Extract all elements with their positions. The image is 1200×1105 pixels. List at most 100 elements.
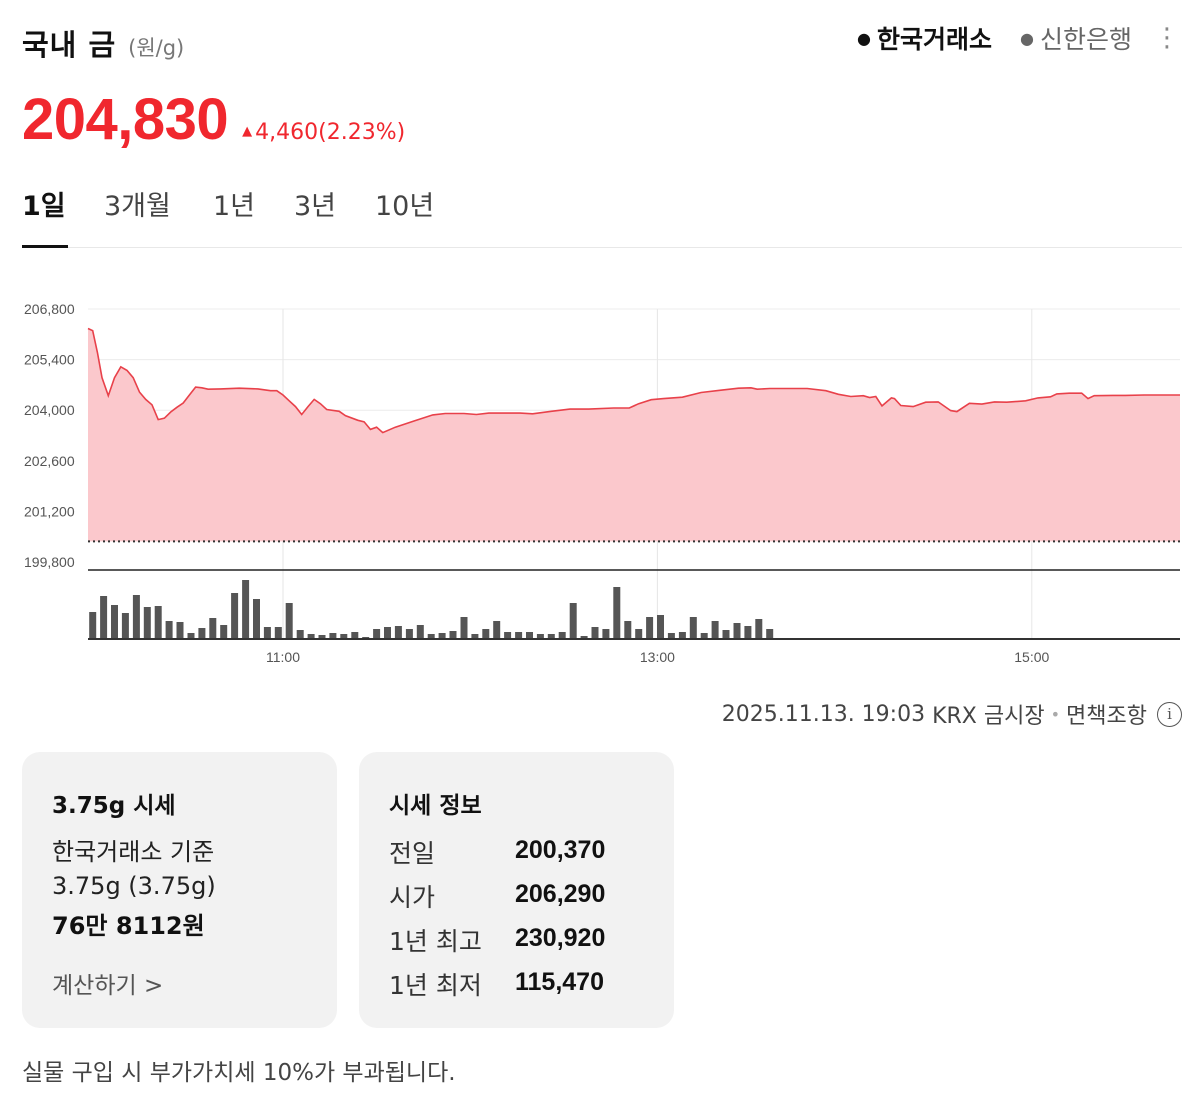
volume-bar <box>242 580 250 639</box>
volume-bar <box>689 617 697 639</box>
price-line <box>87 327 1180 434</box>
x-tick-label: 13:00 <box>640 649 675 665</box>
update-datetime: 2025.11.13. 19:03 <box>721 701 926 727</box>
bullet-icon: ● <box>1020 28 1034 48</box>
volume-bar <box>602 629 610 639</box>
volume-bar <box>624 621 632 639</box>
prev-close-label: 전일 <box>389 839 436 868</box>
info-icon[interactable]: i <box>1157 701 1182 727</box>
y-tick-label: 199,800 <box>24 554 75 570</box>
tab-3years[interactable]: 3년 <box>294 191 337 222</box>
y-axis-ticks: 206,800 205,400 204,000 202,600 201,200 199,8… <box>24 301 75 570</box>
volume-bar <box>274 627 282 639</box>
volume-bar <box>405 629 413 639</box>
calculate-link[interactable]: 계산하기 > <box>52 973 164 999</box>
weight-text: 3.75g (3.75g) <box>52 872 216 900</box>
unit-label: (원/g) <box>128 36 185 60</box>
separator-dot-icon: • <box>1050 704 1061 724</box>
volume-bar <box>766 629 774 639</box>
volume-bar <box>318 635 326 639</box>
volume-bar <box>667 633 675 639</box>
vat-notice: 실물 구입 시 부가가치세 10%가 부과됩니다. <box>22 1060 456 1086</box>
volume-bar <box>384 627 391 639</box>
volume-bar <box>416 625 424 639</box>
year-high-value: 230,920 <box>515 924 606 952</box>
volume-bar <box>187 633 195 639</box>
volume-bar <box>460 617 468 639</box>
price-chart[interactable]: 206,800 205,400 204,000 202,600 201,200 199,8… <box>0 290 1200 680</box>
volume-bar <box>744 626 752 639</box>
volume-bar <box>569 603 577 639</box>
card-title: 3.75g 시세 <box>52 793 176 819</box>
price-area-fill <box>88 328 1180 542</box>
volume-bar <box>646 617 654 639</box>
volume-bar <box>143 607 151 639</box>
year-low-label: 1년 최저 <box>389 971 482 1000</box>
source-krx[interactable]: ● 한국거래소 <box>857 20 992 56</box>
bullet-icon: ● <box>857 28 871 48</box>
year-low-value: 115,470 <box>515 968 604 996</box>
price-row: 204,830 ▲ 4,460(2.23%) <box>22 86 405 153</box>
header: 국내 금 (원/g) <box>22 22 184 64</box>
volume-bar <box>154 606 162 639</box>
volume-bar <box>121 613 129 639</box>
volume-bar <box>329 633 337 639</box>
volume-bar <box>427 634 435 639</box>
disclaimer-link[interactable]: 면책조항 <box>1066 704 1147 729</box>
price-area <box>87 327 1180 571</box>
volume-bar <box>111 605 118 639</box>
volume-bar <box>449 631 457 639</box>
volume-bar <box>220 625 228 639</box>
card-title: 시세 정보 <box>389 793 482 819</box>
volume-bars <box>88 580 1180 640</box>
volume-bar <box>733 623 741 639</box>
y-tick-label: 205,400 <box>24 352 75 368</box>
volume-bar <box>253 599 260 639</box>
prev-close-value: 200,370 <box>515 836 606 864</box>
active-tab-indicator <box>22 245 68 248</box>
basis-text: 한국거래소 기준 <box>52 838 215 866</box>
price-info-card: 시세 정보 전일 200,370 시가 206,290 1년 최고 230,92… <box>359 752 674 1028</box>
page-title: 국내 금 <box>22 28 117 62</box>
volume-bar <box>263 627 271 639</box>
volume-bar <box>100 596 108 639</box>
y-tick-label: 206,800 <box>24 301 75 317</box>
period-tabs: 1일 3개월 1년 3년 10년 <box>22 184 1182 248</box>
x-tick-label: 11:00 <box>266 649 300 665</box>
volume-bar <box>613 587 621 639</box>
y-tick-label: 202,600 <box>24 453 75 469</box>
source-label: 신한은행 <box>1039 25 1132 54</box>
price-change: ▲ 4,460(2.23%) <box>242 120 405 145</box>
change-amount: 4,460 <box>255 120 319 145</box>
volume-bar <box>198 628 206 639</box>
volume-bar <box>132 595 140 639</box>
volume-bar <box>231 593 239 639</box>
volume-bar <box>351 632 359 639</box>
open-value: 206,290 <box>515 880 606 908</box>
up-triangle-icon: ▲ <box>242 124 253 139</box>
tab-10years[interactable]: 10년 <box>375 191 435 222</box>
volume-bar <box>722 630 730 639</box>
volume-bar <box>515 632 523 639</box>
volume-bar <box>678 632 686 639</box>
volume-bar <box>526 632 533 639</box>
volume-bar <box>493 621 501 639</box>
volume-bar <box>176 622 184 639</box>
tab-1year[interactable]: 1년 <box>213 191 256 222</box>
volume-bar <box>755 619 763 639</box>
tab-3months[interactable]: 3개월 <box>104 191 171 222</box>
volume-bar <box>394 626 402 639</box>
data-source: KRX 금시장 <box>932 704 1045 729</box>
source-shinhan[interactable]: ● 신한은행 <box>1020 20 1132 56</box>
volume-bar <box>547 634 555 639</box>
volume-bar <box>591 627 599 639</box>
volume-bar <box>438 633 446 639</box>
open-label: 시가 <box>389 883 436 912</box>
tab-1day[interactable]: 1일 <box>22 191 66 222</box>
volume-bar <box>711 621 719 639</box>
change-percent: (2.23%) <box>318 120 406 145</box>
more-vertical-icon[interactable]: ⋮ <box>1154 23 1180 53</box>
volume-bar <box>89 612 97 639</box>
y-tick-label: 201,200 <box>24 503 75 519</box>
weight-price-card: 3.75g 시세 한국거래소 기준 3.75g (3.75g) 76만 8112… <box>22 752 337 1028</box>
